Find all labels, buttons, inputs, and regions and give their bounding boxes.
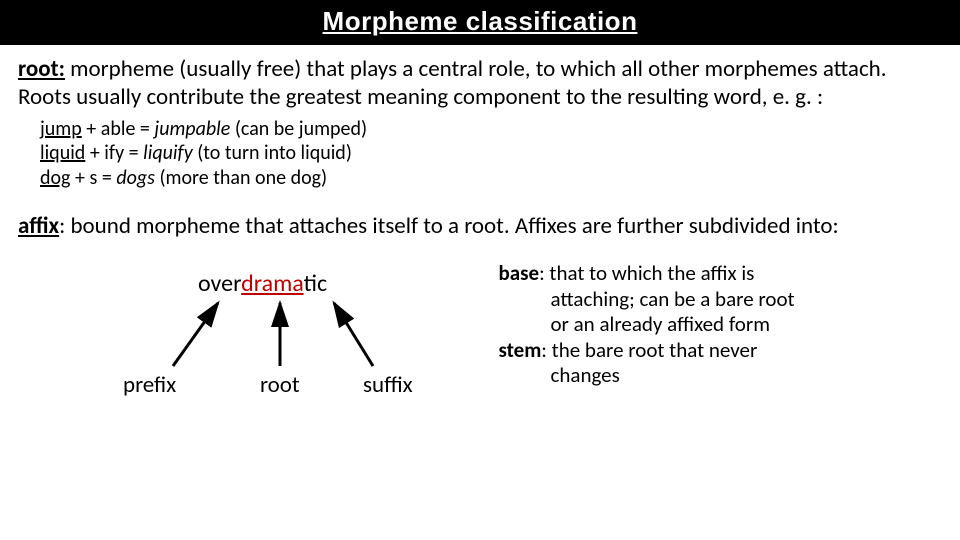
label-root: root: [260, 371, 300, 399]
arrow-suffix: [334, 303, 373, 366]
label-suffix: suffix: [363, 371, 413, 399]
example-result: dogs: [116, 166, 155, 190]
example-mid: + able =: [82, 117, 155, 141]
base-line2: attaching; can be a bare root: [498, 287, 942, 313]
affix-def-text: : bound morpheme that attaches itself to…: [59, 212, 839, 240]
stem-line1: : the bare root that never: [541, 337, 757, 363]
stem-definition: stem: the bare root that never changes: [498, 338, 942, 389]
arrow-prefix: [173, 303, 218, 366]
example-mid: + ify =: [85, 141, 143, 165]
base-line1: : that to which the affix is: [539, 260, 754, 286]
base-line3: or an already affixed form: [498, 312, 942, 338]
example-result: liquify: [143, 141, 193, 165]
examples-block: jump + able = jumpable (can be jumped) l…: [40, 117, 942, 190]
label-prefix: prefix: [123, 371, 176, 399]
affix-definition-paragraph: affix: bound morpheme that attaches itse…: [18, 212, 942, 241]
example-mid: + s =: [70, 166, 116, 190]
example-tail: (can be jumped): [230, 117, 367, 141]
slide-title: Morpheme classification: [0, 0, 960, 45]
example-root: dog: [40, 166, 70, 190]
example-line: liquid + ify = liquify (to turn into liq…: [40, 141, 942, 165]
example-root: liquid: [40, 141, 85, 165]
definitions-column: base: that to which the affix is attachi…: [498, 261, 942, 421]
example-tail: (to turn into liquid): [193, 141, 352, 165]
affix-diagram: overdramatic prefix root suffix: [18, 261, 498, 421]
affix-term: affix: [18, 212, 59, 240]
example-line: jump + able = jumpable (can be jumped): [40, 117, 942, 141]
example-tail: (more than one dog): [155, 166, 327, 190]
root-definition-paragraph: root: morpheme (usually free) that plays…: [18, 55, 942, 111]
slide-body: root: morpheme (usually free) that plays…: [0, 45, 960, 421]
example-root: jump: [40, 117, 82, 141]
slide: Morpheme classification root: morpheme (…: [0, 0, 960, 540]
lower-row: overdramatic prefix root suffix: [18, 261, 942, 421]
example-result: jumpable: [154, 117, 230, 141]
base-definition: base: that to which the affix is attachi…: [498, 261, 942, 338]
root-term: root:: [18, 55, 65, 83]
example-line: dog + s = dogs (more than one dog): [40, 166, 942, 190]
stem-line2: changes: [498, 363, 942, 389]
root-def-text: morpheme (usually free) that plays a cen…: [18, 55, 887, 111]
